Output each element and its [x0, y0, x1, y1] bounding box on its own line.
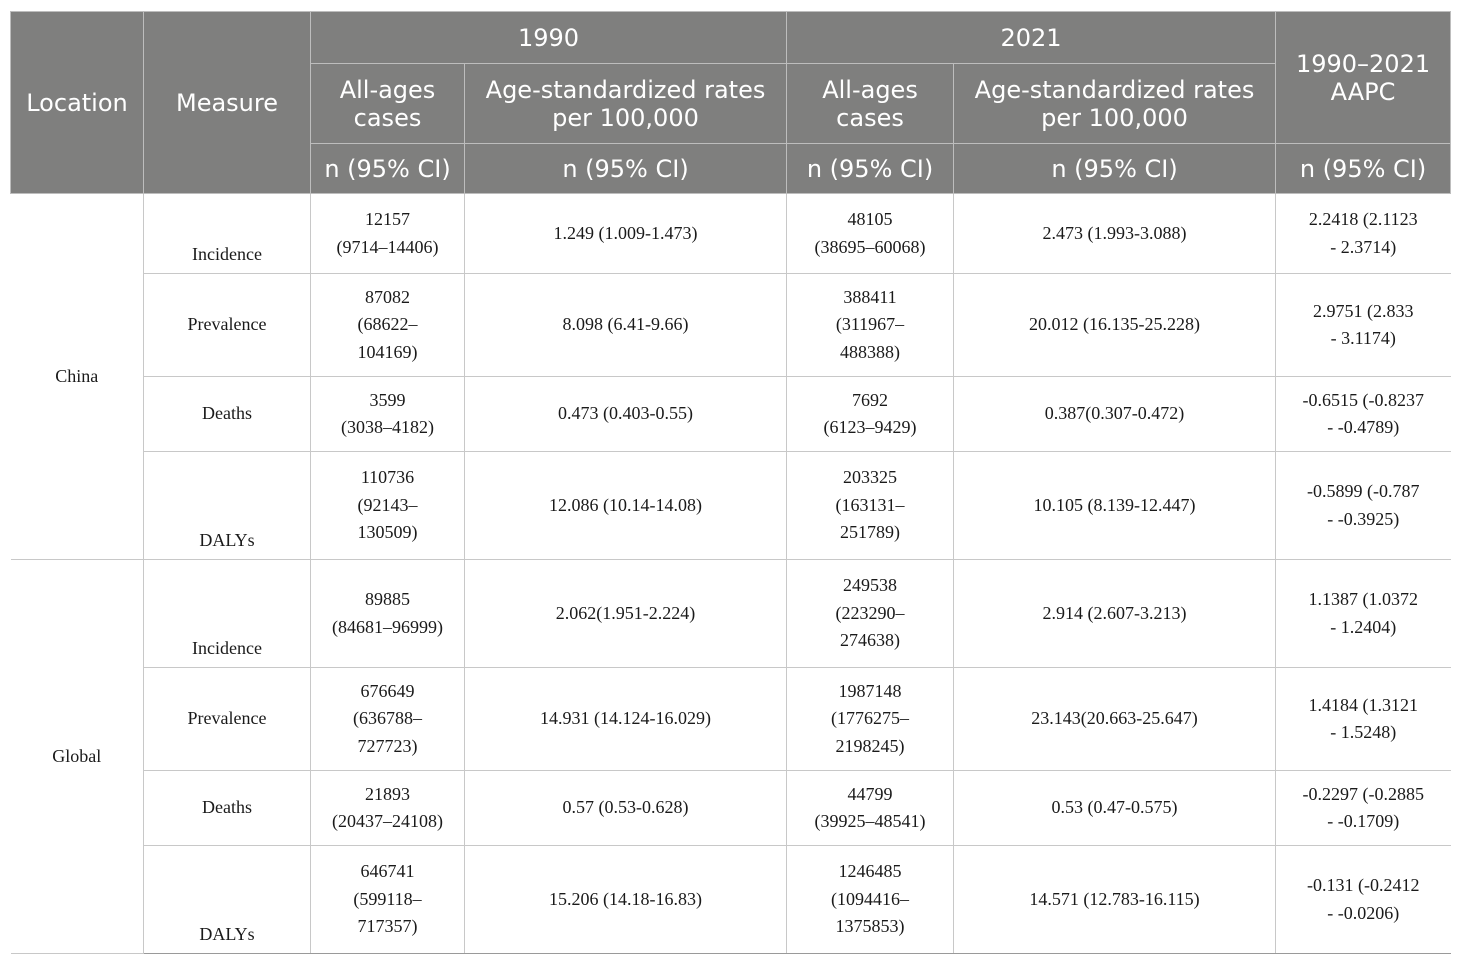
measure-cell: Incidence [143, 559, 311, 668]
header-age-standardized-1990: Age-standardized rates per 100,000 [463, 63, 788, 144]
header-all-ages-cases-1990: All-ages cases [310, 63, 465, 144]
measure-cell: DALYs [143, 451, 311, 560]
cases-2021-cell: 44799 (39925–48541) [786, 770, 955, 846]
header-ci-asr-1990: n (95% CI) [463, 143, 788, 194]
aapc-cell: 1.4184 (1.3121 - 1.5248) [1275, 667, 1451, 771]
measure-cell: Prevalence [143, 273, 311, 377]
asr-2021-cell: 2.473 (1.993-3.088) [953, 193, 1277, 274]
asr-2021-cell: 23.143(20.663-25.647) [953, 667, 1277, 771]
header-age-standardized-2021: Age-standardized rates per 100,000 [953, 63, 1277, 144]
header-aapc: 1990–2021 AAPC [1275, 11, 1452, 144]
aapc-cell: -0.2297 (-0.2885 - -0.1709) [1275, 770, 1451, 846]
asr-1990-cell: 1.249 (1.009-1.473) [463, 193, 788, 274]
cases-2021-cell: 249538 (223290– 274638) [786, 559, 955, 668]
cases-1990-cell: 110736 (92143– 130509) [310, 451, 465, 560]
measure-cell: DALYs [143, 845, 311, 954]
cases-1990-cell: 87082 (68622– 104169) [310, 273, 465, 377]
header-ci-cases-2021: n (95% CI) [786, 143, 955, 194]
table-row: DALYs 646741 (599118– 717357) 15.206 (14… [11, 845, 1451, 954]
table-row: DALYs 110736 (92143– 130509) 12.086 (10.… [11, 451, 1451, 560]
cases-2021-cell: 203325 (163131– 251789) [786, 451, 955, 560]
table-row: Deaths 21893 (20437–24108) 0.57 (0.53-0.… [11, 770, 1451, 846]
header-ci-aapc: n (95% CI) [1275, 143, 1452, 194]
asr-1990-cell: 12.086 (10.14-14.08) [463, 451, 788, 560]
aapc-cell: -0.5899 (-0.787 - -0.3925) [1275, 451, 1451, 560]
asr-2021-cell: 10.105 (8.139-12.447) [953, 451, 1277, 560]
header-all-ages-cases-2021: All-ages cases [786, 63, 955, 144]
cases-2021-cell: 48105 (38695–60068) [786, 193, 955, 274]
location-cell-global: Global [10, 559, 144, 954]
table-row: Deaths 3599 (3038–4182) 0.473 (0.403-0.5… [11, 376, 1451, 452]
measure-cell: Prevalence [143, 667, 311, 771]
cases-2021-cell: 7692 (6123–9429) [786, 376, 955, 452]
aapc-cell: -0.6515 (-0.8237 - -0.4789) [1275, 376, 1451, 452]
cases-1990-cell: 89885 (84681–96999) [310, 559, 465, 668]
asr-2021-cell: 2.914 (2.607-3.213) [953, 559, 1277, 668]
table-header: Location Measure 1990 2021 1990–2021 AAP… [10, 11, 1452, 194]
location-cell-china: China [10, 193, 144, 560]
measure-cell: Deaths [143, 770, 311, 846]
aapc-cell: -0.131 (-0.2412 - -0.0206) [1275, 845, 1451, 954]
table-row: Global Incidence 89885 (84681–96999) 2.0… [10, 559, 1451, 954]
table-body: China Incidence 12157 (9714–14406) 1.249… [10, 193, 1451, 954]
cases-1990-cell: 646741 (599118– 717357) [310, 845, 465, 954]
measure-cell: Deaths [143, 376, 311, 452]
aapc-cell: 1.1387 (1.0372 - 1.2404) [1275, 559, 1451, 668]
asr-2021-cell: 20.012 (16.135-25.228) [953, 273, 1277, 377]
measure-cell: Incidence [143, 193, 311, 274]
asr-1990-cell: 8.098 (6.41-9.66) [463, 273, 788, 377]
asr-2021-cell: 14.571 (12.783-16.115) [953, 845, 1277, 954]
header-measure: Measure [143, 11, 311, 194]
asr-2021-cell: 0.387(0.307-0.472) [953, 376, 1277, 452]
asr-1990-cell: 15.206 (14.18-16.83) [463, 845, 788, 954]
header-year-2021: 2021 [786, 11, 1277, 64]
asr-1990-cell: 0.57 (0.53-0.628) [463, 770, 788, 846]
cases-1990-cell: 12157 (9714–14406) [310, 193, 465, 274]
header-ci-asr-2021: n (95% CI) [953, 143, 1277, 194]
cases-1990-cell: 21893 (20437–24108) [310, 770, 465, 846]
cases-1990-cell: 676649 (636788– 727723) [310, 667, 465, 771]
table-row: Prevalence 676649 (636788– 727723) 14.93… [11, 667, 1451, 771]
aapc-cell: 2.2418 (2.1123 - 2.3714) [1275, 193, 1451, 274]
header-location: Location [10, 11, 144, 194]
header-ci-cases-1990: n (95% CI) [310, 143, 465, 194]
table-row: China Incidence 12157 (9714–14406) 1.249… [10, 193, 1451, 560]
cases-2021-cell: 388411 (311967– 488388) [786, 273, 955, 377]
cases-2021-cell: 1987148 (1776275– 2198245) [786, 667, 955, 771]
aapc-cell: 2.9751 (2.833 - 3.1174) [1275, 273, 1451, 377]
cases-2021-cell: 1246485 (1094416– 1375853) [786, 845, 955, 954]
table-row: Prevalence 87082 (68622– 104169) 8.098 (… [11, 273, 1451, 377]
asr-1990-cell: 2.062(1.951-2.224) [463, 559, 788, 668]
asr-1990-cell: 14.931 (14.124-16.029) [463, 667, 788, 771]
asr-2021-cell: 0.53 (0.47-0.575) [953, 770, 1277, 846]
cases-1990-cell: 3599 (3038–4182) [310, 376, 465, 452]
results-table: Location Measure 1990 2021 1990–2021 AAP… [10, 11, 1452, 954]
header-year-1990: 1990 [309, 11, 788, 64]
asr-1990-cell: 0.473 (0.403-0.55) [463, 376, 788, 452]
